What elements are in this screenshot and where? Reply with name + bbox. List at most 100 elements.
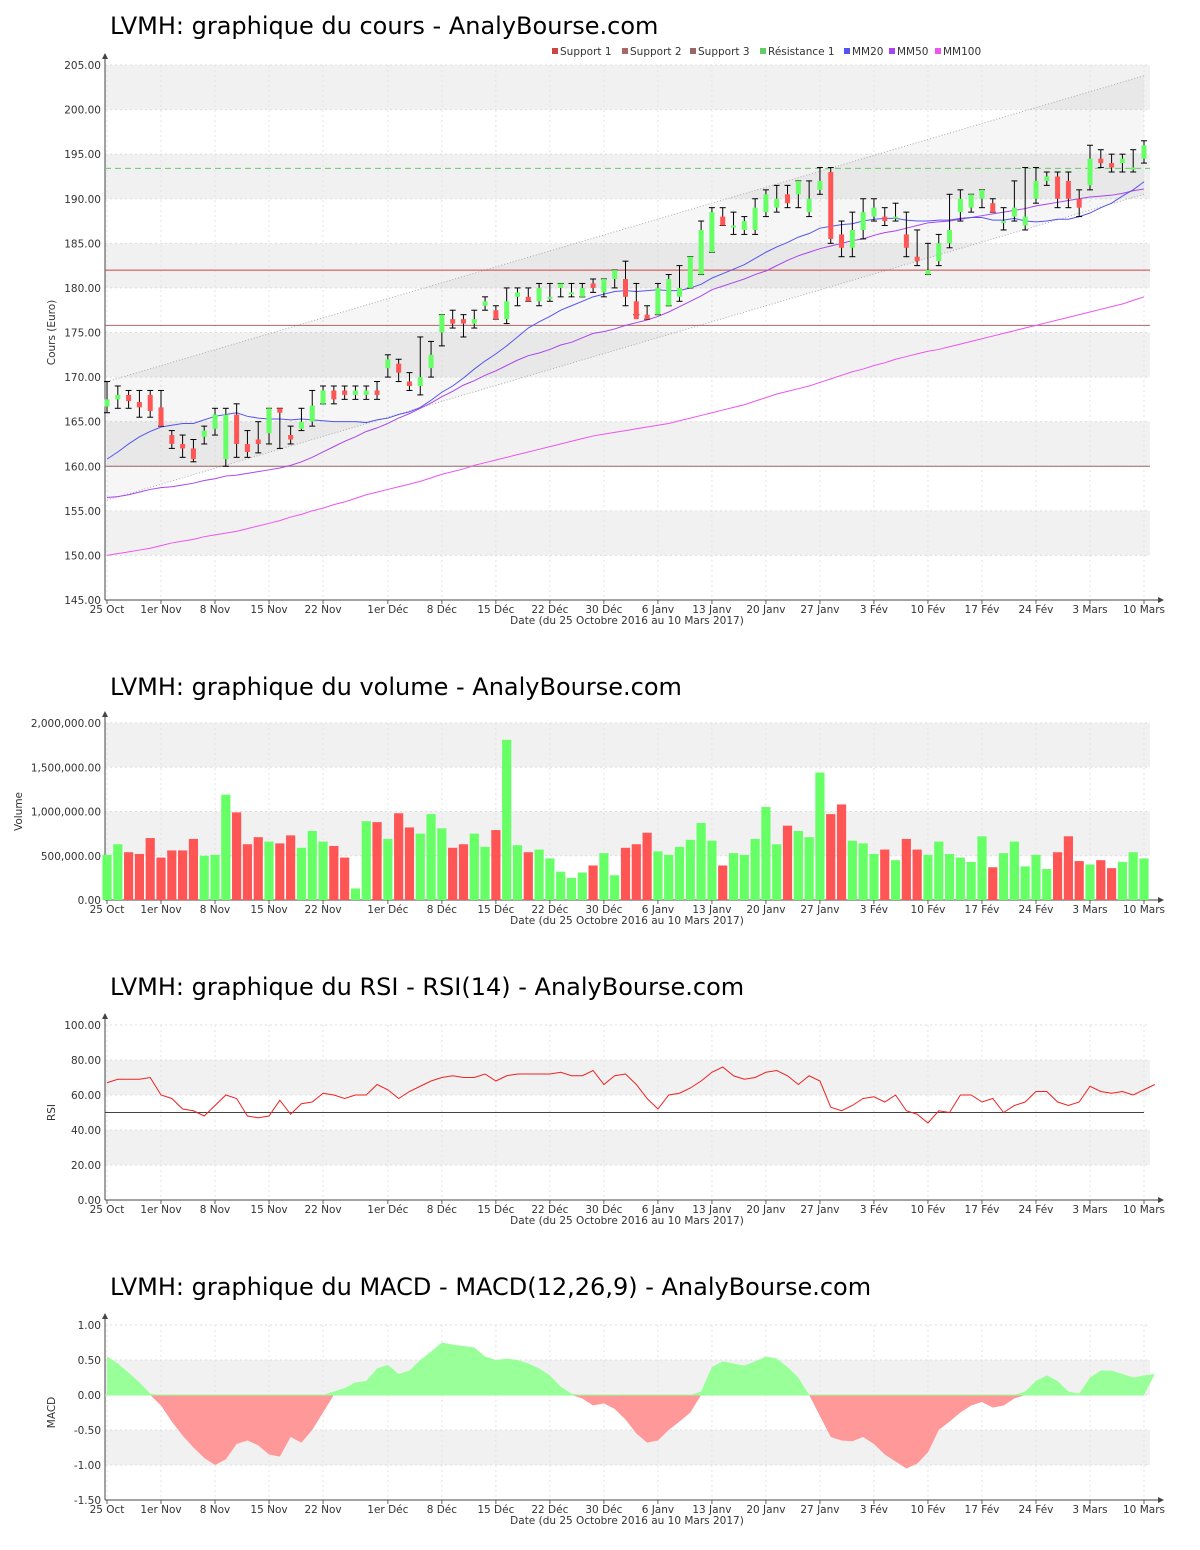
y-tick-label: 185.00 — [64, 238, 101, 250]
candle-body — [763, 194, 769, 213]
chart-title: LVMH: graphique du RSI - RSI(14) - Analy… — [110, 973, 744, 1001]
volume-bar — [988, 867, 998, 900]
x-tick-label: 3 Mars — [1072, 604, 1107, 616]
candle-body — [190, 448, 196, 460]
candle-body — [709, 212, 715, 253]
candle-body — [331, 390, 337, 400]
volume-bar — [847, 840, 857, 900]
x-tick-label: 6 Janv — [642, 904, 674, 916]
volume-bar — [718, 865, 728, 900]
volume-bar — [448, 847, 458, 900]
y-axis-label: Volume — [13, 792, 25, 831]
volume-bar — [923, 854, 933, 900]
volume-bar — [890, 860, 901, 900]
grid-band — [105, 1130, 1150, 1165]
volume-bar — [383, 838, 393, 900]
x-tick-label: 17 Fév — [965, 604, 1000, 616]
volume-bar — [242, 844, 253, 900]
volume-bar — [404, 827, 415, 900]
candle-body — [147, 394, 153, 411]
candle-body — [558, 283, 564, 288]
candle-body — [536, 287, 542, 302]
volume-bar — [966, 861, 976, 900]
y-axis-arrow — [102, 1013, 108, 1019]
x-tick-label: 15 Déc — [477, 1504, 514, 1516]
y-axis-label: MACD — [46, 1397, 58, 1428]
candle-body — [947, 229, 953, 244]
y-tick-label: 40.00 — [71, 1125, 101, 1137]
candle-body — [633, 301, 639, 320]
candle-body — [396, 363, 402, 373]
volume-bar — [210, 854, 220, 900]
x-tick-label: 27 Janv — [800, 604, 839, 616]
candle-body — [568, 292, 574, 295]
y-tick-label: 145.00 — [64, 595, 101, 607]
volume-bar — [275, 843, 285, 900]
volume-bar — [329, 846, 339, 900]
volume-bar — [955, 857, 965, 900]
candle-body — [363, 390, 369, 395]
candle-body — [655, 287, 661, 315]
y-tick-label: -1.00 — [74, 1460, 101, 1472]
volume-bar — [264, 841, 274, 900]
volume-bar — [599, 853, 609, 900]
x-tick-label: 10 Mars — [1123, 1504, 1165, 1516]
volume-bar — [318, 841, 328, 900]
rsi-line — [106, 1066, 1156, 1124]
x-tick-label: 20 Janv — [746, 604, 785, 616]
y-tick-label: 175.00 — [64, 328, 101, 340]
volume-bar — [977, 836, 987, 900]
x-axis-arrow — [1158, 897, 1164, 903]
volume-bar — [113, 844, 123, 900]
x-tick-label: 20 Janv — [746, 1504, 785, 1516]
volume-bar — [415, 833, 425, 900]
x-tick-label: 15 Nov — [250, 904, 287, 916]
x-tick-label: 30 Déc — [585, 904, 622, 916]
volume-bar — [232, 812, 242, 900]
legend-label: Résistance 1 — [768, 46, 835, 58]
candle-body — [623, 279, 628, 297]
grid-band — [105, 723, 1150, 768]
x-tick-label: 1er Nov — [140, 1504, 181, 1516]
candle-body — [288, 435, 294, 440]
volume-bar — [361, 821, 371, 900]
volume-bar — [728, 853, 739, 900]
x-tick-label: 24 Fév — [1019, 904, 1054, 916]
y-tick-label: 160.00 — [64, 461, 101, 473]
volume-bar — [566, 877, 577, 900]
y-tick-label: 150.00 — [64, 550, 101, 562]
volume-bar — [372, 822, 382, 900]
x-tick-label: 24 Fév — [1019, 604, 1054, 616]
candle-body — [612, 270, 618, 279]
x-tick-label: 17 Fév — [965, 1504, 1000, 1516]
volume-bar — [696, 823, 706, 900]
mm100-line — [106, 296, 1145, 556]
y-axis-label: Cours (Euro) — [46, 300, 58, 366]
candle-body — [1130, 167, 1136, 170]
x-tick-label: 15 Déc — [477, 904, 514, 916]
volume-bar — [253, 837, 263, 900]
x-tick-label: 24 Fév — [1019, 1504, 1054, 1516]
x-tick-label: 3 Fév — [860, 1204, 888, 1216]
candle-body — [471, 319, 477, 324]
candle-body — [212, 414, 218, 429]
candle-body — [990, 203, 996, 213]
candle-body — [428, 354, 434, 369]
macd-negative-area — [107, 1395, 1155, 1469]
grid-band — [105, 1360, 1150, 1395]
volume-bar — [534, 849, 544, 900]
volume-bar — [167, 850, 177, 900]
x-tick-label: 1er Déc — [367, 604, 408, 616]
chart-panel-1: LVMH: graphique du volume - AnalyBourse.… — [13, 673, 1165, 927]
volume-bar — [307, 830, 317, 900]
candle-body — [677, 287, 683, 297]
volume-bar — [1107, 868, 1117, 900]
volume-bar — [1074, 861, 1084, 900]
candle-body — [1087, 158, 1093, 186]
volume-bar — [1031, 854, 1041, 900]
candle-body — [385, 359, 391, 369]
candle-body — [244, 443, 250, 452]
candle-body — [1141, 145, 1147, 159]
x-tick-label: 22 Nov — [304, 1504, 341, 1516]
candle-body — [104, 399, 110, 407]
